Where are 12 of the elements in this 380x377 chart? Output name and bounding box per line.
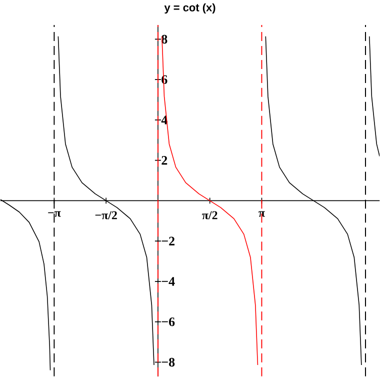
line-series [162,36,258,366]
x-tick-label: π/2 [202,211,218,220]
y-tick-label: −6 [162,318,175,326]
x-tick-label: −π/2 [95,211,117,220]
line-series [368,36,380,157]
x-tick-label: −π [48,211,61,217]
chart-title: y = cot (x) [164,3,216,14]
y-tick-label: −4 [162,277,175,286]
y-tick-label: −8 [162,358,175,367]
y-tick-label: −2 [162,236,174,246]
x-tick-label: π [258,211,265,217]
y-tick-label: 2 [162,156,168,165]
